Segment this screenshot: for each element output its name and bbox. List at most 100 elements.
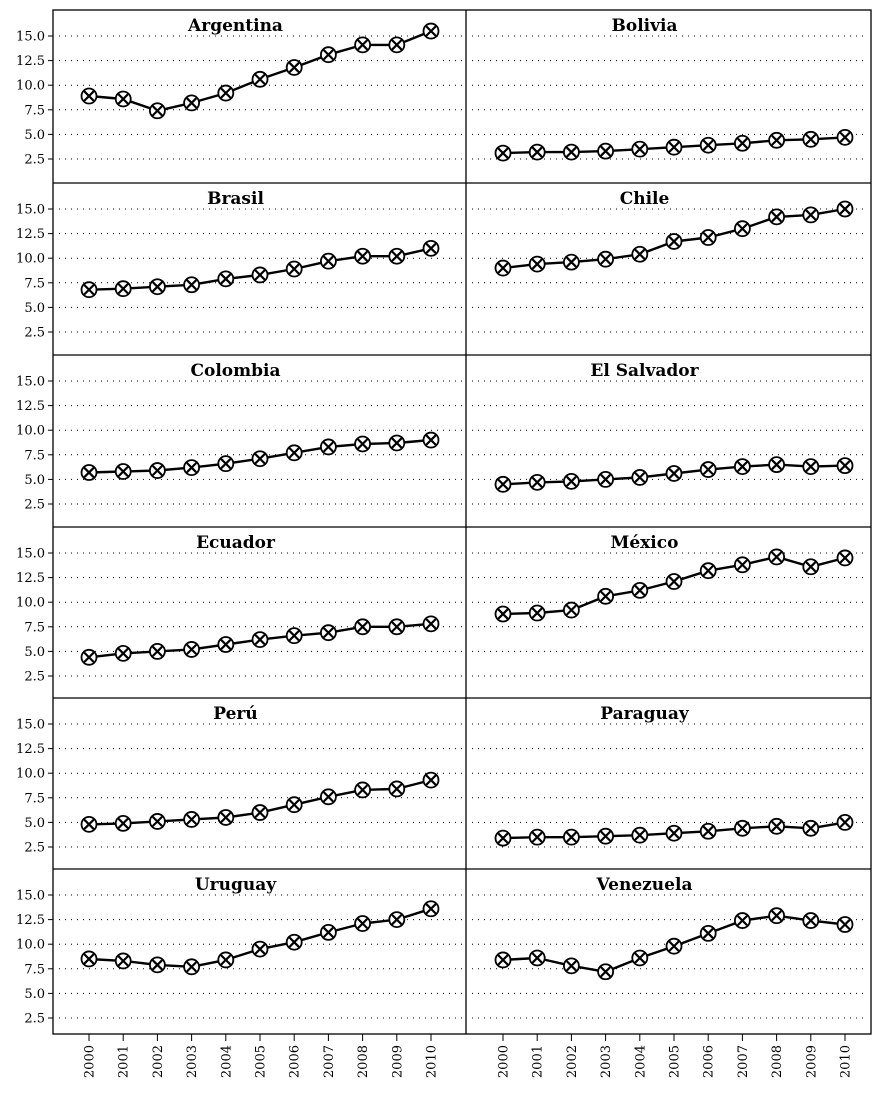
y-tick-label: 2.5 [24, 153, 45, 168]
data-point [665, 824, 683, 842]
data-point [734, 556, 751, 574]
y-tick-label: 15.0 [16, 889, 45, 904]
data-point [563, 253, 580, 271]
data-point [563, 601, 580, 619]
data-point [563, 472, 580, 490]
data-point [114, 644, 132, 662]
data-point [354, 781, 372, 799]
data-point [631, 949, 649, 967]
x-tick-label: 2005 [254, 1045, 269, 1078]
y-tick-label: 10.0 [16, 767, 45, 782]
y-tick-label: 5.0 [24, 301, 45, 316]
panel-title: México [611, 533, 679, 553]
x-tick-label: 2010 [839, 1045, 854, 1078]
data-point [836, 549, 854, 567]
data-point [597, 142, 614, 160]
data-point [631, 245, 649, 263]
data-point [80, 464, 98, 481]
data-point [563, 143, 580, 161]
panel-méxico: México [494, 533, 854, 623]
data-point [665, 138, 683, 156]
data-point [836, 200, 854, 218]
data-point [734, 134, 751, 152]
panel-title: Paraguay [600, 704, 690, 724]
data-point [388, 36, 406, 54]
data-point [422, 431, 440, 449]
panel-colombia: Colombia [80, 361, 440, 481]
data-point [148, 462, 166, 479]
data-point [631, 140, 649, 158]
data-point [388, 247, 406, 265]
data-point [494, 259, 512, 277]
data-point [422, 771, 440, 789]
y-tick-label: 10.0 [16, 596, 45, 611]
data-point [699, 562, 717, 580]
data-point [528, 473, 546, 491]
y-tick-label: 2.5 [24, 498, 45, 513]
data-point [80, 950, 98, 968]
data-point [183, 641, 201, 658]
outer-frame [52, 9, 872, 1035]
data-point [80, 815, 98, 833]
data-point [388, 780, 406, 798]
panel-frames [52, 9, 872, 1035]
x-tick-label: 2007 [322, 1045, 337, 1078]
data-point [528, 255, 546, 273]
data-point [665, 233, 683, 250]
y-tick-label: 7.5 [24, 448, 45, 463]
y-tick-label: 12.5 [16, 227, 45, 242]
data-point [319, 788, 337, 806]
panels: Argentina Bolivia Brasil Chile Colombia El Sa… [80, 16, 854, 981]
data-point [422, 615, 440, 633]
data-point [597, 963, 614, 981]
panel-title: Argentina [187, 16, 283, 36]
panel-title: Perú [213, 704, 257, 724]
x-tick-label: 2003 [185, 1045, 200, 1078]
x-tick-label: 2006 [702, 1045, 717, 1078]
data-point [183, 94, 201, 112]
data-point [217, 951, 235, 969]
data-point [183, 276, 201, 294]
data-point [802, 458, 820, 476]
x-tick-label: 2001 [117, 1045, 132, 1078]
panel-paraguay: Paraguay [494, 704, 854, 847]
data-point [597, 587, 614, 605]
data-point [528, 828, 546, 846]
panel-title: Uruguay [195, 875, 277, 895]
panel-title: Chile [620, 189, 670, 209]
data-point [734, 458, 751, 476]
data-point [251, 804, 269, 821]
data-point [285, 59, 303, 76]
x-tick-label: 2002 [565, 1045, 580, 1078]
data-point [114, 952, 132, 970]
y-tick-label: 10.0 [16, 79, 45, 94]
y-tick-label: 12.5 [16, 54, 45, 69]
data-point [388, 434, 406, 452]
data-point [80, 281, 98, 299]
y-tick-label: 7.5 [24, 962, 45, 977]
data-point [183, 958, 201, 976]
y-tick-label: 15.0 [16, 375, 45, 390]
data-point [148, 102, 166, 120]
y-tick-label: 7.5 [24, 620, 45, 635]
data-point [148, 643, 166, 660]
data-point [699, 136, 717, 154]
y-tick-label: 10.0 [16, 938, 45, 953]
data-point [354, 915, 372, 932]
data-point [183, 811, 201, 828]
data-point [354, 36, 372, 54]
panel-el-salvador: El Salvador [494, 361, 854, 493]
data-point [768, 548, 785, 566]
y-tick-label: 5.0 [24, 987, 45, 1002]
data-point [217, 84, 235, 102]
data-point [251, 70, 269, 88]
data-point [319, 624, 337, 642]
y-tick-label: 7.5 [24, 276, 45, 291]
data-point [114, 90, 132, 108]
x-tick-label: 2006 [288, 1045, 303, 1078]
data-point [217, 455, 235, 473]
data-point [802, 206, 820, 224]
x-tick-label: 2000 [83, 1045, 98, 1078]
data-point [388, 911, 406, 928]
data-point [285, 796, 303, 814]
